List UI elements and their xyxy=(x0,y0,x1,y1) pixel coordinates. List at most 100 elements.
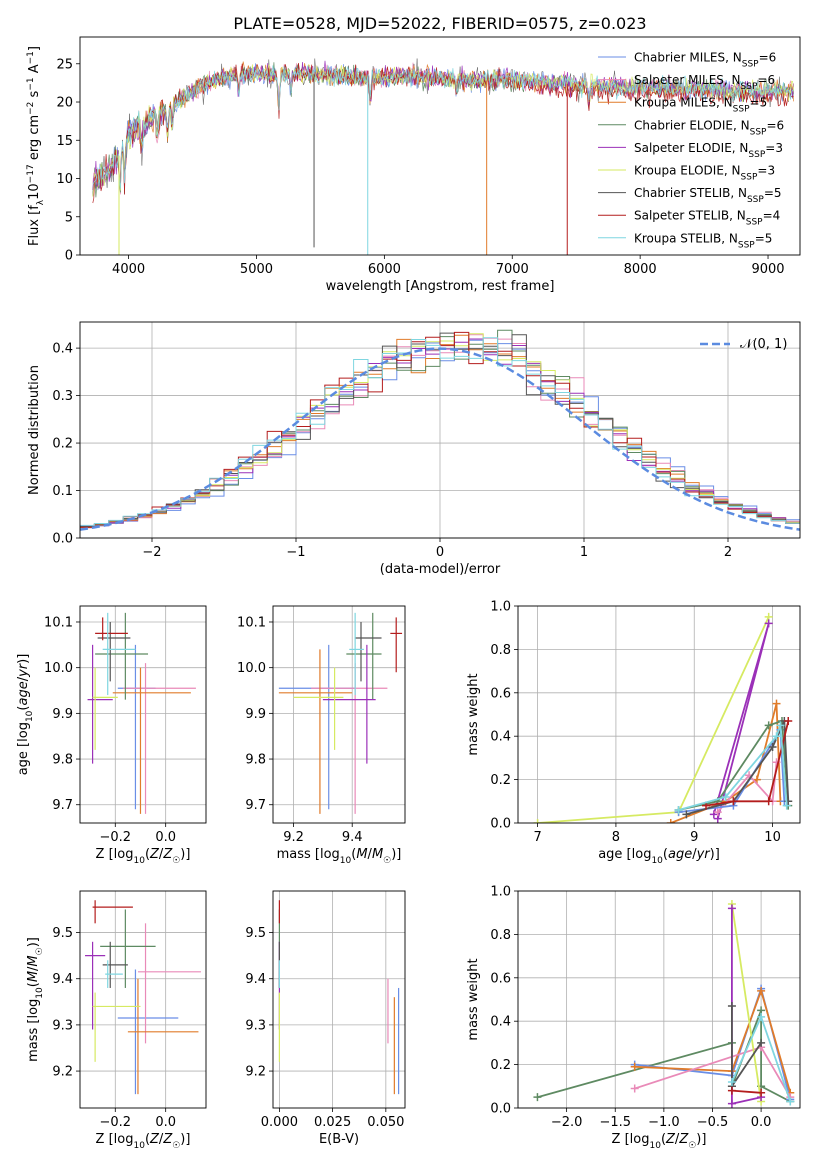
label-part: / xyxy=(692,847,697,862)
y-tick-label: 0.8 xyxy=(490,643,511,658)
errorbar-point xyxy=(92,992,141,1062)
label-part: SSP xyxy=(746,218,763,228)
y-tick-label: 10 xyxy=(56,172,73,187)
label-part: ☉ xyxy=(688,1141,696,1151)
label-part: ☉ xyxy=(35,947,45,955)
y-tick-label: 9.5 xyxy=(245,926,266,941)
label-part: ( xyxy=(351,847,356,862)
label-part: )] xyxy=(26,937,41,947)
weight-marker xyxy=(666,819,675,823)
errorbar-point xyxy=(92,900,133,924)
label-part: age xyxy=(16,681,31,705)
errorbar-point xyxy=(293,667,344,750)
weight-path xyxy=(717,762,778,813)
label-part: Kroupa ELODIE, N xyxy=(634,164,741,178)
weight-path xyxy=(731,1089,762,1094)
weight-path xyxy=(705,720,790,807)
errorbar-point xyxy=(92,667,118,750)
normal-curve xyxy=(80,347,800,531)
label-part: mass weight xyxy=(466,673,481,755)
label-part: ( xyxy=(663,847,668,862)
weight-series xyxy=(533,900,795,1108)
errorbar-point xyxy=(349,612,364,696)
label-part: Normed distribution xyxy=(27,365,42,495)
legend-label: 𝒩(0, 1) xyxy=(740,337,787,352)
weight-vs-Z-panel: −2.0 −1.5 −1.0 −0.5 0.0 0.0 0.2 0.4 0.6 0.8 1.0 Z [… xyxy=(466,885,801,1151)
errorbar-point xyxy=(278,649,353,814)
legend-label: Salpeter STELIB, NSSP=4 xyxy=(634,209,780,228)
y-tick-label: 0.4 xyxy=(490,1015,511,1030)
label-part: M xyxy=(372,847,383,862)
x-axis-label: Z [log10(Z/Z☉)] xyxy=(612,1132,707,1151)
residuals-panel: −2 −1 0 1 2 0.0 0.1 0.2 0.3 0.4 (data-model)/error… xyxy=(27,321,801,577)
y-tick-label: 0.2 xyxy=(490,1058,511,1073)
y-tick-label: 0.2 xyxy=(490,773,511,788)
y-tick-label: 0.4 xyxy=(490,730,511,745)
errorbar-point xyxy=(122,663,196,814)
label-part: s xyxy=(27,90,42,101)
weight-marker xyxy=(533,1093,542,1102)
weight-marker xyxy=(772,699,781,708)
label-part: erg cm xyxy=(27,115,42,164)
label-part: 10 xyxy=(25,710,35,722)
x-axis-label: E(B-V) xyxy=(319,1132,359,1147)
label-part: )] xyxy=(180,847,190,862)
label-part: Salpeter STELIB, N xyxy=(634,209,746,223)
mass-vs-ebv-panel: 0.000 0.025 0.050 9.2 9.3 9.4 9.5 E(B-V) xyxy=(245,890,406,1147)
weight-marker xyxy=(757,986,766,995)
weight-marker xyxy=(768,743,777,752)
label-part: ( xyxy=(16,706,31,711)
label-part: wavelength [Angstrom, rest frame] xyxy=(326,279,555,294)
x-tick-label: 9 xyxy=(690,830,698,845)
y-tick-label: 9.8 xyxy=(52,753,73,768)
label-part: M xyxy=(26,971,41,982)
label-part: )] xyxy=(710,847,720,862)
mass-vs-Z-panel: −0.2 0.09.29.39.49.5Z [log10(Z/Z☉)]mass [… xyxy=(26,890,207,1151)
label-part: yr xyxy=(696,847,712,862)
y-tick-label: 5 xyxy=(65,210,73,225)
y-tick-label: 9.9 xyxy=(52,707,73,722)
axes-frame xyxy=(79,605,207,824)
weight-path xyxy=(731,903,762,1102)
residual-histograms xyxy=(80,329,800,531)
y-tick-label: 9.3 xyxy=(245,1018,266,1033)
y-tick-label: 9.2 xyxy=(245,1065,266,1080)
y-tick-label: 9.4 xyxy=(52,972,73,987)
label-part: ( xyxy=(145,1132,150,1147)
label-part: )] xyxy=(696,1132,706,1147)
y-axis-label: mass weight xyxy=(466,958,481,1040)
legend-label: Salpeter MILES, NSSP=6 xyxy=(634,73,775,92)
axes-frame xyxy=(79,36,801,256)
label-part: ( xyxy=(145,847,150,862)
axes-frame xyxy=(517,605,801,824)
weight-marker xyxy=(713,808,722,817)
label-part: age xyxy=(668,847,692,862)
label-part: ] xyxy=(27,46,42,51)
x-tick-label: 0.0 xyxy=(155,830,176,845)
x-tick-label: −2 xyxy=(142,545,161,560)
label-part: ☉ xyxy=(383,856,391,866)
y-tick-label: 0.0 xyxy=(52,532,73,547)
figure-title: PLATE=0528, MJD=52022, FIBERID=0575, z=0… xyxy=(233,14,646,33)
weight-marker xyxy=(757,1038,766,1047)
x-tick-label: 0.000 xyxy=(261,1115,298,1130)
errorbar-point xyxy=(390,617,403,673)
y-tick-label: 9.7 xyxy=(52,798,73,813)
errorbar-point xyxy=(278,644,356,810)
x-tick-label: 0.0 xyxy=(155,1115,176,1130)
label-part: mass [log xyxy=(277,847,340,862)
x-axis-label: (data-model)/error xyxy=(380,562,501,577)
label-part: SSP xyxy=(738,240,755,250)
label-part: Kroupa STELIB, N xyxy=(634,231,738,245)
label-part: SSP xyxy=(747,195,764,205)
label-part: 10 xyxy=(651,856,663,866)
y-tick-label: 0.0 xyxy=(490,817,511,832)
y-tick-label: 9.5 xyxy=(52,926,73,941)
weight-marker xyxy=(727,904,736,913)
y-tick-label: 25 xyxy=(56,57,73,72)
y-tick-label: 0.4 xyxy=(52,342,73,357)
axes-frame xyxy=(79,890,207,1109)
label-part: mass [log xyxy=(26,999,41,1062)
label-part: yr xyxy=(16,662,31,678)
